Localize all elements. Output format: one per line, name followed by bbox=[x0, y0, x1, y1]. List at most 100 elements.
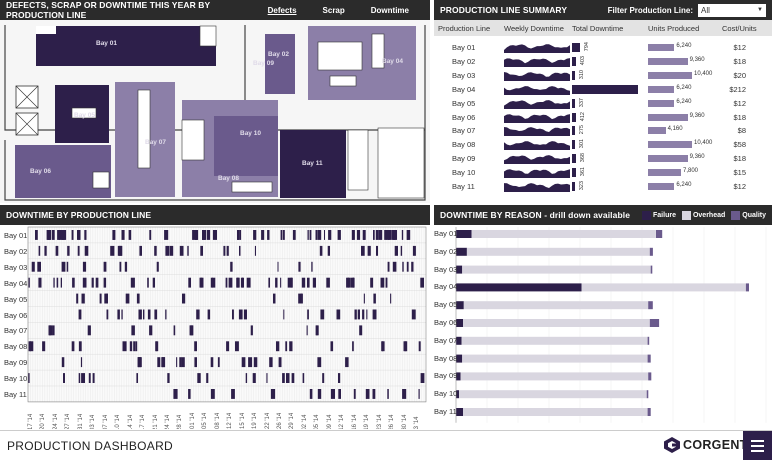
downtime-event[interactable] bbox=[50, 325, 53, 336]
downtime-event[interactable] bbox=[388, 230, 392, 240]
downtime-event[interactable] bbox=[350, 277, 354, 288]
downtime-event[interactable] bbox=[154, 245, 157, 256]
downtime-event[interactable] bbox=[223, 245, 226, 256]
downtime-event[interactable] bbox=[366, 309, 368, 320]
downtime-event[interactable] bbox=[273, 293, 276, 304]
downtime-event[interactable] bbox=[122, 341, 127, 352]
downtime-event[interactable] bbox=[315, 230, 318, 240]
downtime-event[interactable] bbox=[200, 245, 203, 256]
downtime-event[interactable] bbox=[77, 230, 80, 240]
reason-bar-failure[interactable] bbox=[456, 408, 464, 416]
downtime-event[interactable] bbox=[336, 309, 341, 320]
downtime-event[interactable] bbox=[230, 261, 233, 272]
downtime-event[interactable] bbox=[147, 277, 149, 288]
downtime-event[interactable] bbox=[165, 309, 167, 320]
downtime-event[interactable] bbox=[28, 341, 31, 352]
downtime-event[interactable] bbox=[302, 373, 305, 383]
downtime-event[interactable] bbox=[315, 325, 319, 336]
downtime-event[interactable] bbox=[210, 357, 214, 368]
downtime-event[interactable] bbox=[309, 389, 313, 399]
downtime-event[interactable] bbox=[237, 230, 239, 240]
reason-bar-overhead[interactable] bbox=[463, 408, 648, 416]
downtime-event[interactable] bbox=[138, 357, 142, 368]
downtime-event[interactable] bbox=[81, 373, 85, 383]
downtime-event[interactable] bbox=[78, 373, 81, 383]
downtime-event[interactable] bbox=[117, 245, 122, 256]
downtime-event[interactable] bbox=[387, 389, 389, 399]
downtime-event[interactable] bbox=[206, 373, 209, 383]
downtime-event[interactable] bbox=[82, 277, 87, 288]
downtime-event[interactable] bbox=[157, 357, 161, 368]
downtime-event[interactable] bbox=[167, 373, 170, 383]
downtime-event[interactable] bbox=[226, 245, 229, 256]
downtime-event[interactable] bbox=[392, 261, 397, 272]
downtime-event[interactable] bbox=[135, 341, 138, 352]
downtime-event[interactable] bbox=[121, 309, 123, 320]
reason-bar-overhead[interactable] bbox=[462, 354, 648, 363]
tab-defects[interactable]: Defects bbox=[267, 5, 297, 15]
downtime-event[interactable] bbox=[62, 230, 67, 240]
downtime-event[interactable] bbox=[192, 230, 197, 240]
downtime-event[interactable] bbox=[365, 389, 367, 399]
downtime-event[interactable] bbox=[77, 245, 80, 256]
downtime-event[interactable] bbox=[38, 245, 41, 256]
downtime-event[interactable] bbox=[252, 373, 256, 383]
downtime-event[interactable] bbox=[61, 357, 65, 368]
downtime-event[interactable] bbox=[56, 277, 59, 288]
downtime-event[interactable] bbox=[112, 230, 116, 240]
downtime-event[interactable] bbox=[91, 277, 94, 288]
downtime-event[interactable] bbox=[125, 293, 130, 304]
downtime-event[interactable] bbox=[143, 309, 145, 320]
downtime-event[interactable] bbox=[300, 293, 303, 304]
downtime-event[interactable] bbox=[330, 341, 334, 352]
downtime-event[interactable] bbox=[103, 261, 107, 272]
downtime-event[interactable] bbox=[197, 373, 201, 383]
downtime-event[interactable] bbox=[267, 230, 270, 240]
downtime-event[interactable] bbox=[418, 389, 420, 399]
downtime-event[interactable] bbox=[394, 245, 398, 256]
downtime-event[interactable] bbox=[266, 373, 268, 383]
downtime-event[interactable] bbox=[420, 277, 424, 288]
downtime-event[interactable] bbox=[87, 325, 91, 336]
downtime-event[interactable] bbox=[285, 341, 288, 352]
reason-bar-quality[interactable] bbox=[656, 230, 663, 238]
downtime-event[interactable] bbox=[324, 230, 325, 240]
downtime-event[interactable] bbox=[301, 277, 306, 288]
reason-bar-overhead[interactable] bbox=[461, 336, 648, 345]
downtime-event[interactable] bbox=[188, 389, 191, 399]
downtime-event[interactable] bbox=[282, 230, 285, 240]
downtime-event[interactable] bbox=[261, 230, 265, 240]
downtime-event[interactable] bbox=[95, 277, 99, 288]
reason-bar-overhead[interactable] bbox=[581, 283, 746, 292]
summary-row[interactable]: Bay 02 403 9,360 $18 bbox=[434, 55, 772, 68]
downtime-event[interactable] bbox=[353, 277, 355, 288]
reason-bar-failure[interactable] bbox=[456, 230, 472, 238]
downtime-event[interactable] bbox=[320, 309, 325, 320]
reason-bar-quality[interactable] bbox=[647, 354, 651, 363]
downtime-event[interactable] bbox=[78, 341, 82, 352]
downtime-event[interactable] bbox=[373, 230, 375, 240]
downtime-event[interactable] bbox=[298, 261, 301, 272]
downtime-event[interactable] bbox=[361, 245, 365, 256]
tab-scrap[interactable]: Scrap bbox=[322, 5, 345, 15]
downtime-event[interactable] bbox=[149, 230, 152, 240]
reason-bar-failure[interactable] bbox=[456, 390, 460, 399]
summary-row[interactable]: Bay 04 6,240 $212 bbox=[434, 83, 772, 96]
downtime-event[interactable] bbox=[232, 309, 234, 320]
downtime-event[interactable] bbox=[411, 261, 414, 272]
downtime-event[interactable] bbox=[292, 230, 296, 240]
downtime-event[interactable] bbox=[55, 245, 59, 256]
downtime-event[interactable] bbox=[402, 389, 407, 399]
downtime-event[interactable] bbox=[164, 230, 169, 240]
downtime-event[interactable] bbox=[372, 309, 377, 320]
bay-11-zone[interactable] bbox=[280, 130, 346, 198]
downtime-event[interactable] bbox=[88, 373, 91, 383]
downtime-event[interactable] bbox=[210, 277, 213, 288]
downtime-event[interactable] bbox=[363, 293, 365, 304]
downtime-event[interactable] bbox=[307, 277, 310, 288]
downtime-event[interactable] bbox=[28, 277, 30, 288]
downtime-event[interactable] bbox=[173, 389, 178, 399]
downtime-event[interactable] bbox=[154, 309, 158, 320]
downtime-event[interactable] bbox=[317, 357, 322, 368]
downtime-event[interactable] bbox=[52, 325, 55, 336]
